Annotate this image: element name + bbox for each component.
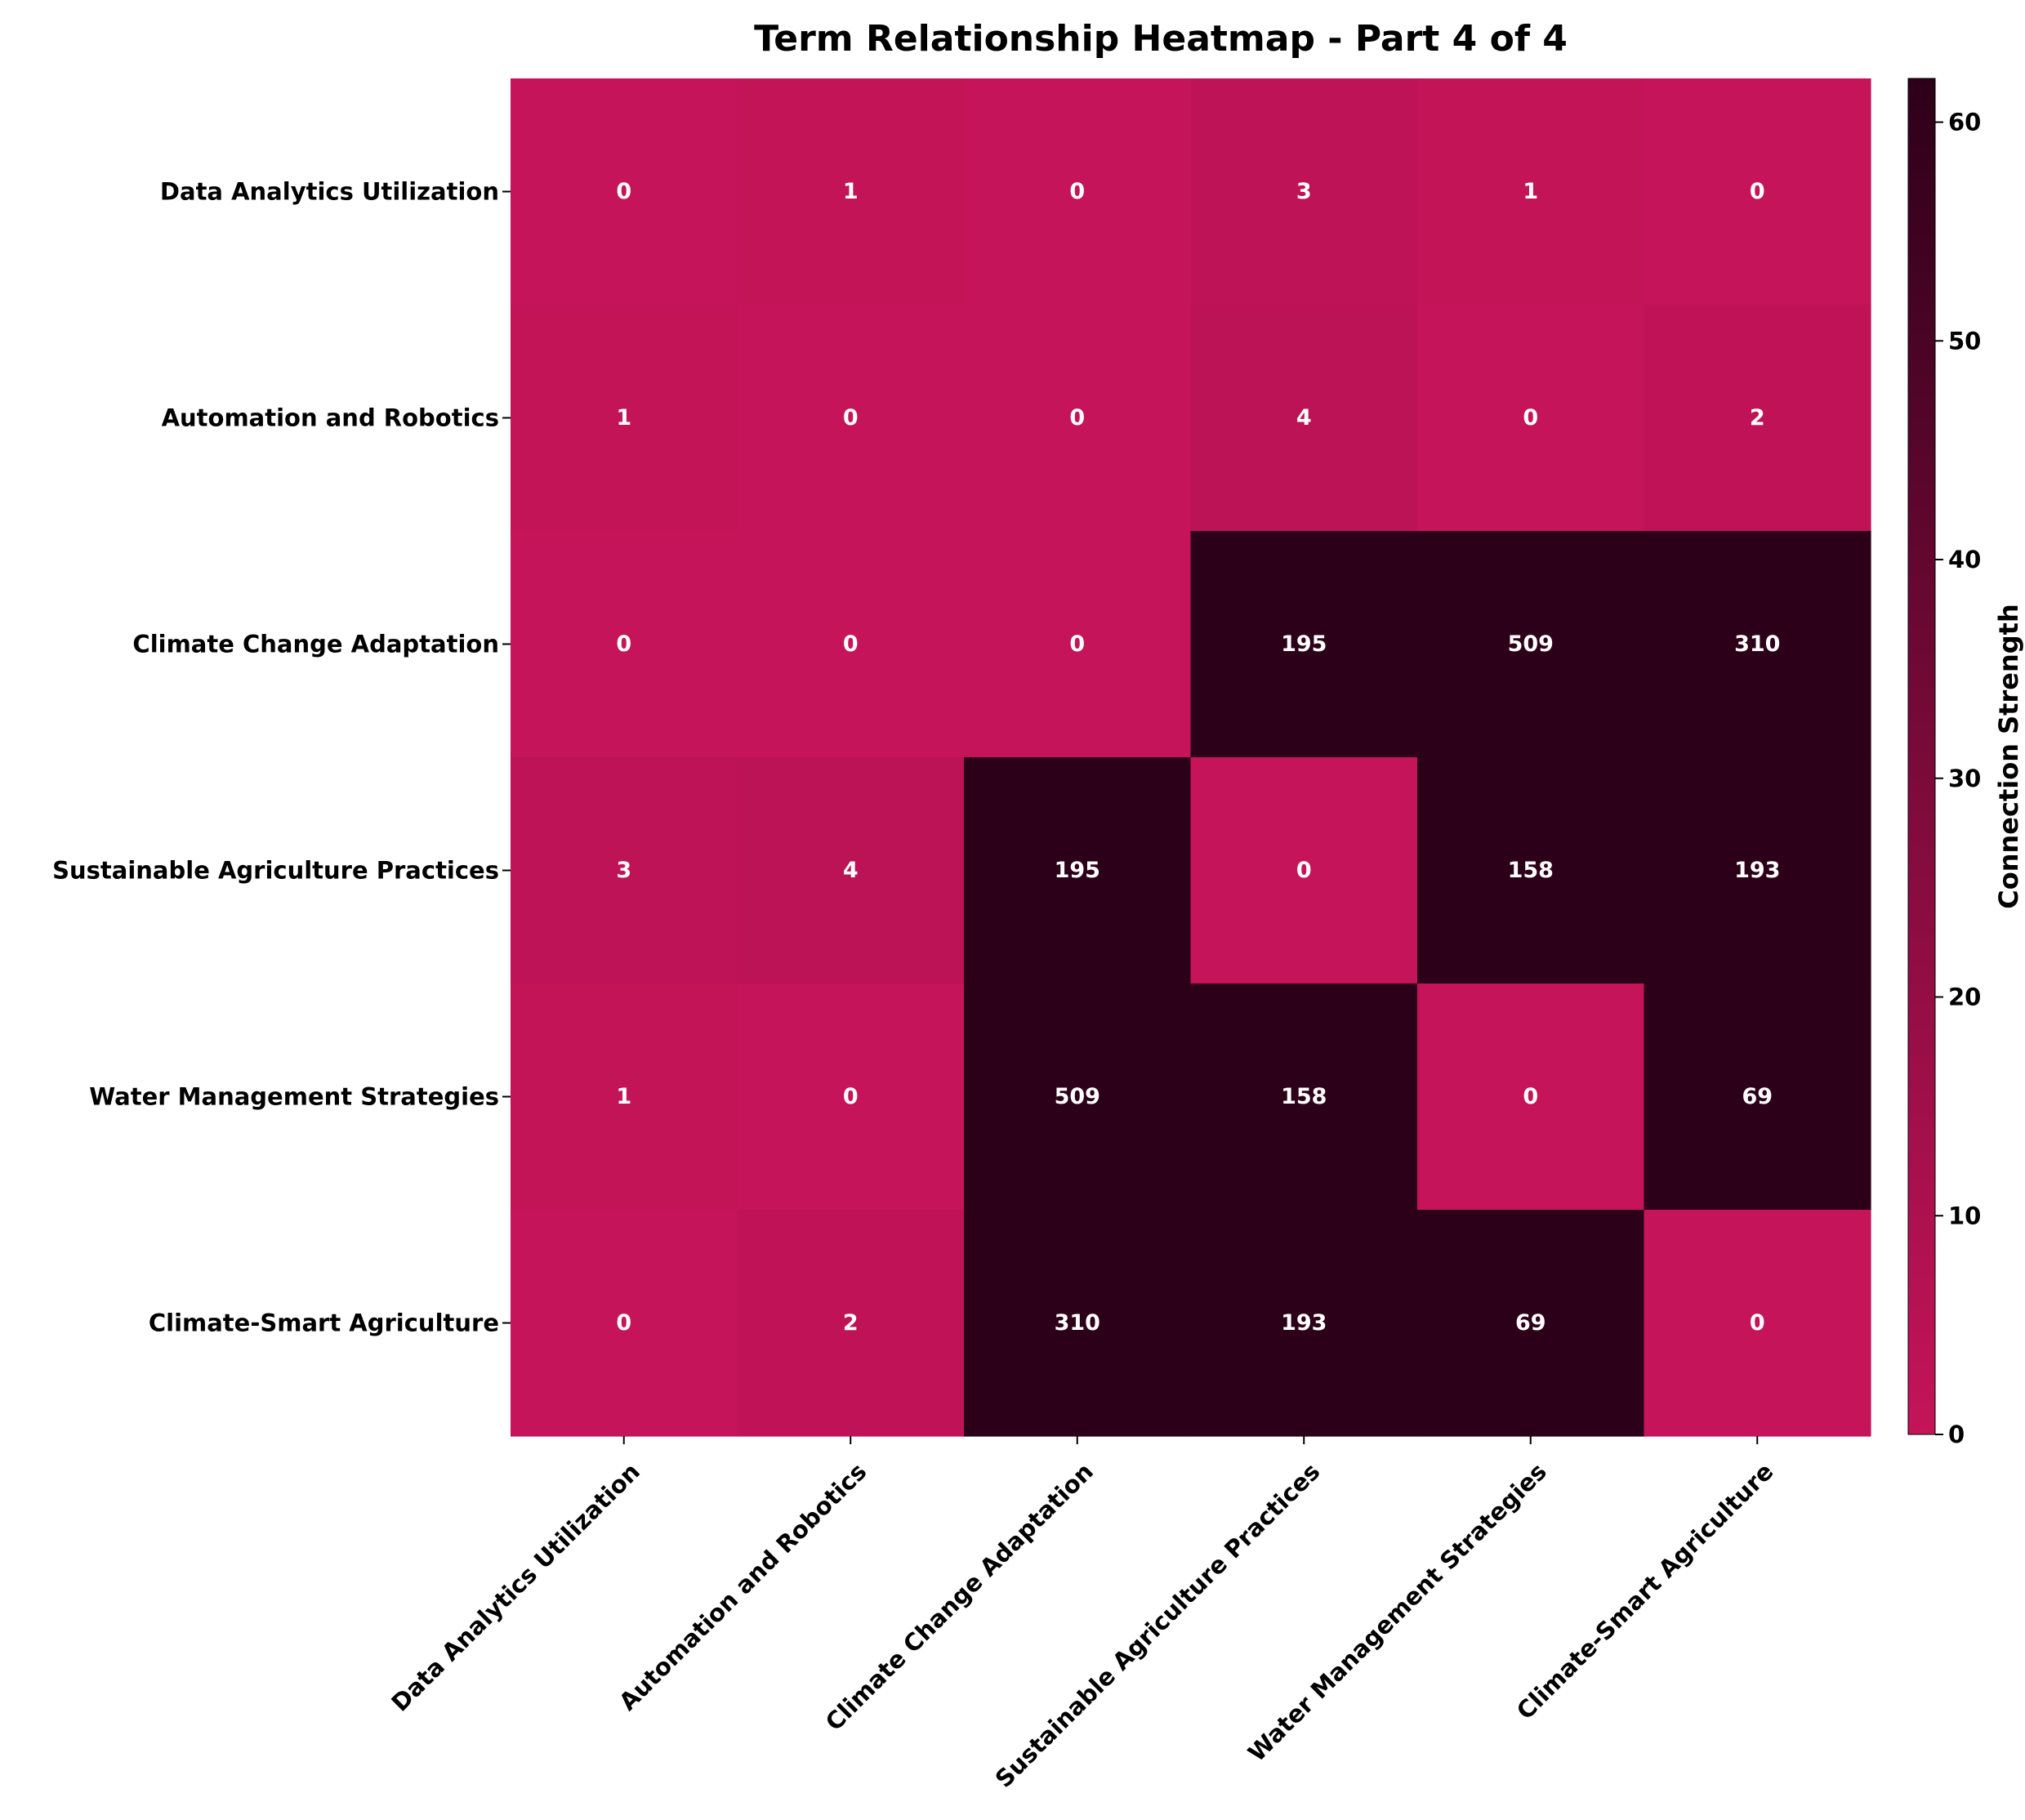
y-tick-label: Automation and Robotics: [162, 404, 499, 432]
y-tick-label: Climate-Smart Agriculture: [149, 1309, 499, 1337]
cell-value-label: 69: [1742, 1084, 1773, 1109]
heatmap-cell: [1417, 757, 1645, 984]
heatmap-cell: [964, 531, 1192, 758]
heatmap-cell: [1417, 984, 1645, 1211]
cell-value-label: 193: [1734, 858, 1780, 883]
heatmap-cell: [1417, 305, 1645, 532]
heatmap-cell: [1644, 757, 1871, 984]
cell-value-label: 0: [1069, 179, 1085, 204]
heatmap-cell: [964, 984, 1192, 1211]
heatmap-cell: [737, 757, 965, 984]
cell-value-label: 509: [1055, 1084, 1100, 1109]
heatmap-cell: [1417, 1210, 1645, 1437]
cell-value-label: 4: [1296, 405, 1312, 430]
y-tick-label: Climate Change Adaptation: [132, 631, 499, 658]
cell-value-label: 0: [1296, 858, 1312, 883]
heatmap-cell: [1644, 531, 1871, 758]
heatmap-cell: [1190, 531, 1418, 758]
cell-value-label: 310: [1055, 1310, 1100, 1336]
heatmap-cell: [1644, 984, 1871, 1211]
y-tick-label: Data Analytics Utilization: [160, 178, 499, 206]
cell-value-label: 0: [843, 1084, 859, 1109]
cell-value-label: 158: [1281, 1084, 1327, 1109]
heatmap-cell: [737, 984, 965, 1211]
cell-value-label: 2: [1750, 405, 1765, 430]
heatmap-cell: [964, 78, 1192, 306]
cell-value-label: 0: [1069, 405, 1085, 430]
colorbar-tick-label: 40: [1948, 546, 1981, 573]
y-tick-label: Water Management Strategies: [89, 1083, 499, 1111]
cell-value-label: 1: [843, 179, 859, 204]
heatmap-cell: [737, 1210, 965, 1437]
cell-value-label: 0: [616, 1310, 631, 1336]
x-tick-label: Climate-Smart Agriculture: [1511, 1457, 1779, 1725]
x-tick-label: Automation and Robotics: [613, 1457, 872, 1715]
cell-value-label: 69: [1515, 1310, 1546, 1336]
x-tick-label: Data Analytics Utilization: [386, 1457, 645, 1717]
cell-value-label: 195: [1281, 631, 1327, 657]
colorbar-tick-label: 10: [1948, 1202, 1981, 1229]
cell-value-label: 3: [1296, 179, 1312, 204]
heatmap-cell: [511, 78, 738, 306]
y-axis: Data Analytics Utilization Automation and…: [52, 178, 511, 1337]
x-tick-label: Climate Change Adaptation: [820, 1457, 1099, 1736]
cell-value-label: 3: [616, 858, 631, 883]
cell-value-label: 1: [616, 1084, 631, 1109]
cell-value-label: 509: [1508, 631, 1554, 657]
colorbar-tick-label: 60: [1948, 109, 1981, 136]
colorbar-tick-label: 0: [1948, 1421, 1965, 1448]
heatmap-cell: [1417, 531, 1645, 758]
cell-value-label: 0: [843, 405, 859, 430]
heatmap-cell: [511, 1210, 738, 1437]
heatmap-cell: [964, 1210, 1192, 1437]
heatmap-cell: [1644, 1210, 1871, 1437]
heatmap-cell: [1190, 78, 1418, 306]
cell-value-label: 0: [1523, 1084, 1538, 1109]
heatmap-cell: [964, 757, 1192, 984]
cell-value-label: 0: [616, 631, 631, 657]
cell-value-label: 1: [616, 405, 631, 430]
heatmap-cell: [1644, 78, 1871, 306]
heatmap-cell: [1190, 1210, 1418, 1437]
cell-value-label: 0: [1750, 1310, 1765, 1336]
colorbar-label: Connection Strength: [1993, 604, 2024, 908]
heatmap-cell: [737, 78, 965, 306]
heatmap-cells: [511, 78, 1871, 1437]
chart-title: Term Relationship Heatmap - Part 4 of 4: [754, 18, 1568, 60]
cell-value-label: 0: [843, 631, 859, 657]
colorbar-tick-label: 20: [1948, 984, 1981, 1011]
cell-value-label: 193: [1281, 1310, 1327, 1336]
cell-value-label: 2: [843, 1310, 859, 1336]
cell-value-label: 310: [1734, 631, 1780, 657]
heatmap-cell: [511, 531, 738, 758]
heatmap-cell: [1417, 78, 1645, 306]
colorbar-tick-label: 50: [1948, 327, 1981, 355]
y-tick-label: Sustainable Agriculture Practices: [52, 857, 499, 885]
heatmap-cell: [1644, 305, 1871, 532]
cell-value-label: 195: [1055, 858, 1100, 883]
colorbar-tick-label: 30: [1948, 765, 1981, 792]
heatmap-cell: [1190, 757, 1418, 984]
cell-value-label: 0: [616, 179, 631, 204]
heatmap-cell: [964, 305, 1192, 532]
heatmap-cell: [737, 305, 965, 532]
cell-value-label: 0: [1523, 405, 1538, 430]
colorbar: 0 10 20 30 40 50 60: [1907, 78, 1981, 1448]
cell-value-label: 1: [1523, 179, 1538, 204]
heatmap-cell: [511, 757, 738, 984]
cell-value-label: 158: [1508, 858, 1554, 883]
heatmap-cell: [511, 305, 738, 532]
cell-value-label: 4: [843, 858, 859, 883]
heatmap-cell: [737, 531, 965, 758]
heatmap-cell: [511, 984, 738, 1211]
colorbar-gradient: [1907, 78, 1936, 1435]
heatmap-cell: [1190, 984, 1418, 1211]
heatmap-cell: [1190, 305, 1418, 532]
cell-value-label: 0: [1750, 179, 1765, 204]
cell-value-label: 0: [1069, 631, 1085, 657]
